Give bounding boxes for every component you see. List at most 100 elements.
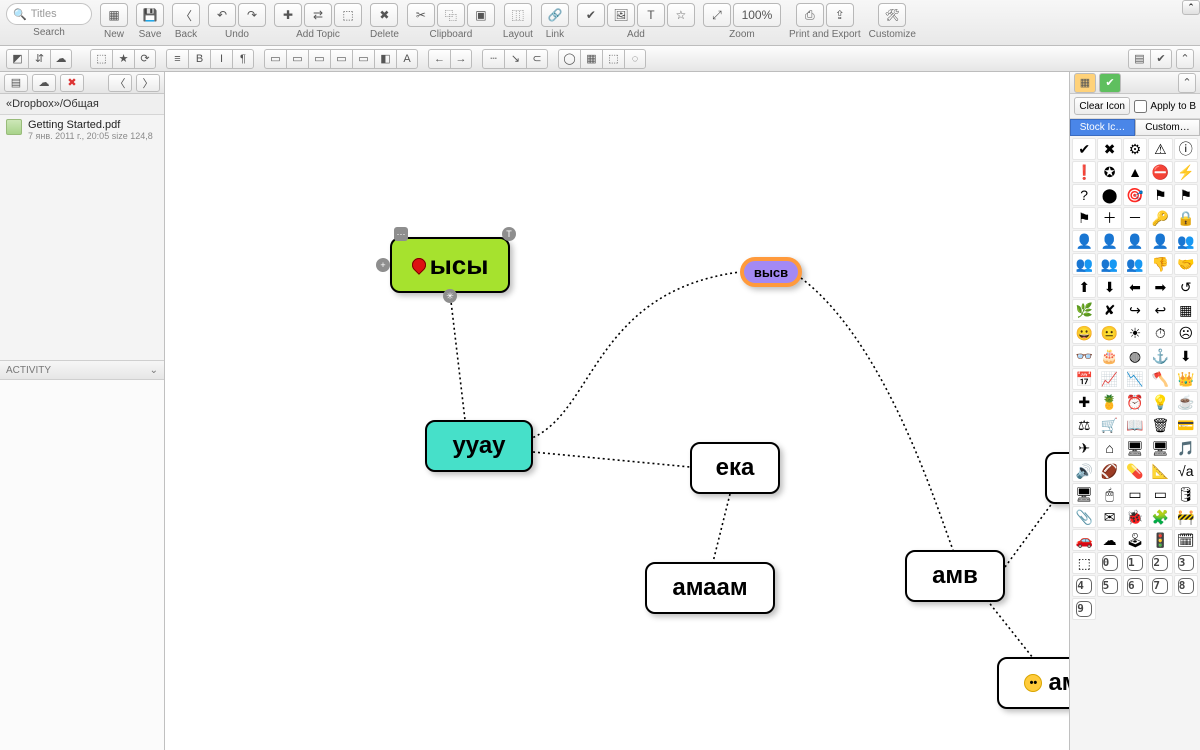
file-row[interactable]: Getting Started.pdf 7 янв. 2011 г., 20:0…	[0, 115, 164, 145]
format-button[interactable]: B	[188, 49, 210, 69]
toolbar-button[interactable]: 🖼	[607, 3, 635, 27]
stock-icon[interactable]: 🖥	[1072, 483, 1096, 505]
stock-icon[interactable]: 🎯	[1123, 184, 1147, 206]
stock-icon[interactable]: ⬇	[1097, 276, 1121, 298]
stock-icon[interactable]: ⚑	[1072, 207, 1096, 229]
stock-icon[interactable]: ⚠	[1148, 138, 1172, 160]
stock-icon[interactable]: ⌂	[1097, 437, 1121, 459]
stock-icon[interactable]: ✘	[1097, 299, 1121, 321]
clear-icon-button[interactable]: Clear Icon	[1074, 97, 1130, 115]
number-icon[interactable]: 4	[1072, 575, 1096, 597]
stock-icon[interactable]: 🚗	[1072, 529, 1096, 551]
stock-icon[interactable]: 🍍	[1097, 391, 1121, 413]
stock-icon[interactable]: 🚧	[1174, 506, 1198, 528]
stock-icon[interactable]: 🔒	[1174, 207, 1198, 229]
format-button[interactable]: ▤	[1128, 49, 1150, 69]
format-button[interactable]: ▭	[286, 49, 308, 69]
stock-icon[interactable]: ⚑	[1148, 184, 1172, 206]
stock-icon[interactable]: 📖	[1123, 414, 1147, 436]
toolbar-button[interactable]: ⿲	[504, 3, 532, 27]
stock-icon[interactable]: 👥	[1174, 230, 1198, 252]
selection-handle[interactable]: ✳	[443, 289, 457, 303]
stock-icon[interactable]: 💡	[1148, 391, 1172, 413]
stock-icon[interactable]: 🪓	[1148, 368, 1172, 390]
stock-icon[interactable]: 💊	[1123, 460, 1147, 482]
stock-icon[interactable]: ▲	[1123, 161, 1147, 183]
stock-icon[interactable]: ⓘ	[1174, 138, 1198, 160]
toolbar-button[interactable]: ↷	[238, 3, 266, 27]
stock-icon[interactable]: 🧩	[1148, 506, 1172, 528]
format-button[interactable]: ◯	[558, 49, 580, 69]
format-button[interactable]: I	[210, 49, 232, 69]
stock-icon[interactable]: 🖥	[1148, 437, 1172, 459]
toolbar-button[interactable]: ⬚	[334, 3, 362, 27]
panel-mode-check-button[interactable]: ✔	[1099, 73, 1121, 93]
stock-icon[interactable]: 🏈	[1097, 460, 1121, 482]
stock-icon[interactable]: ✚	[1072, 391, 1096, 413]
diagram-node[interactable]: амаам	[645, 562, 775, 614]
stock-icon[interactable]: 🛒	[1097, 414, 1121, 436]
tab-stock-icons[interactable]: Stock Ic…	[1070, 119, 1135, 136]
stock-icon[interactable]: ↪	[1123, 299, 1147, 321]
format-button[interactable]: ¶	[232, 49, 254, 69]
stock-icon[interactable]: ✈	[1072, 437, 1096, 459]
toolbar-button[interactable]: ⇪	[826, 3, 854, 27]
stock-icon[interactable]: 📅	[1072, 368, 1096, 390]
format-button[interactable]: →	[450, 49, 472, 69]
stock-icon[interactable]: 📉	[1123, 368, 1147, 390]
apply-checkbox-label[interactable]: Apply to B	[1134, 100, 1196, 113]
format-button[interactable]: A	[396, 49, 418, 69]
stock-icon[interactable]: ⬚	[1072, 552, 1096, 574]
toolbar-button[interactable]: ▣	[467, 3, 495, 27]
format-button[interactable]: ★	[112, 49, 134, 69]
stock-icon[interactable]: ⚙	[1123, 138, 1147, 160]
sidebar-head-button[interactable]: 〉	[136, 74, 160, 92]
stock-icon[interactable]: －	[1123, 207, 1147, 229]
stock-icon[interactable]: 👎	[1148, 253, 1172, 275]
stock-icon[interactable]: 🕹	[1123, 529, 1147, 551]
diagram-node[interactable]: ысы	[390, 237, 510, 293]
number-icon[interactable]: 5	[1097, 575, 1121, 597]
toolbar-button[interactable]: ↶	[208, 3, 236, 27]
toolbar-button[interactable]: 🔗	[541, 3, 569, 27]
toolbar-button[interactable]: 🛠	[878, 3, 906, 27]
stock-icon[interactable]: ⚖	[1072, 414, 1096, 436]
format-button[interactable]: ⇵	[28, 49, 50, 69]
diagram-node[interactable]: ••ам	[997, 657, 1070, 709]
number-icon[interactable]: 7	[1148, 575, 1172, 597]
stock-icon[interactable]: ⏰	[1123, 391, 1147, 413]
stock-icon[interactable]: 🗓	[1174, 529, 1198, 551]
diagram-bubble[interactable]: высв	[740, 257, 802, 287]
toolbar-button[interactable]: ✔	[577, 3, 605, 27]
format-button[interactable]: ▦	[580, 49, 602, 69]
panel-collapse-button[interactable]: ⌃	[1178, 73, 1196, 93]
toolbar-button[interactable]: ⤢	[703, 3, 731, 27]
toolbar-button[interactable]: ✚	[274, 3, 302, 27]
toolbar-button[interactable]: ⇄	[304, 3, 332, 27]
stock-icon[interactable]: 👥	[1097, 253, 1121, 275]
zoom-value[interactable]: 100%	[733, 3, 781, 27]
stock-icon[interactable]: 🚦	[1148, 529, 1172, 551]
stock-icon[interactable]: ☁	[1097, 529, 1121, 551]
format-button[interactable]: ┄	[482, 49, 504, 69]
stock-icon[interactable]: ☹	[1174, 322, 1198, 344]
stock-icon[interactable]: ❗	[1072, 161, 1096, 183]
number-icon[interactable]: 2	[1148, 552, 1172, 574]
number-icon[interactable]: 8	[1174, 575, 1198, 597]
selection-handle[interactable]: T	[502, 227, 516, 241]
stock-icon[interactable]: 😐	[1097, 322, 1121, 344]
toolbar2-collapse-button[interactable]: ⌃	[1176, 49, 1194, 69]
stock-icon[interactable]: ◍	[1123, 345, 1147, 367]
format-button[interactable]: ▭	[330, 49, 352, 69]
number-icon[interactable]: 9	[1072, 598, 1096, 620]
stock-icon[interactable]: ▭	[1123, 483, 1147, 505]
stock-icon[interactable]: ↺	[1174, 276, 1198, 298]
stock-icon[interactable]: ⏱	[1148, 322, 1172, 344]
activity-header[interactable]: ACTIVITY ⌄	[0, 360, 164, 380]
stock-icon[interactable]: 🔊	[1072, 460, 1096, 482]
stock-icon[interactable]: ＋	[1097, 207, 1121, 229]
stock-icon[interactable]: ⬇	[1174, 345, 1198, 367]
number-icon[interactable]: 0	[1097, 552, 1121, 574]
stock-icon[interactable]: ⬆	[1072, 276, 1096, 298]
toolbar-button[interactable]: T	[637, 3, 665, 27]
